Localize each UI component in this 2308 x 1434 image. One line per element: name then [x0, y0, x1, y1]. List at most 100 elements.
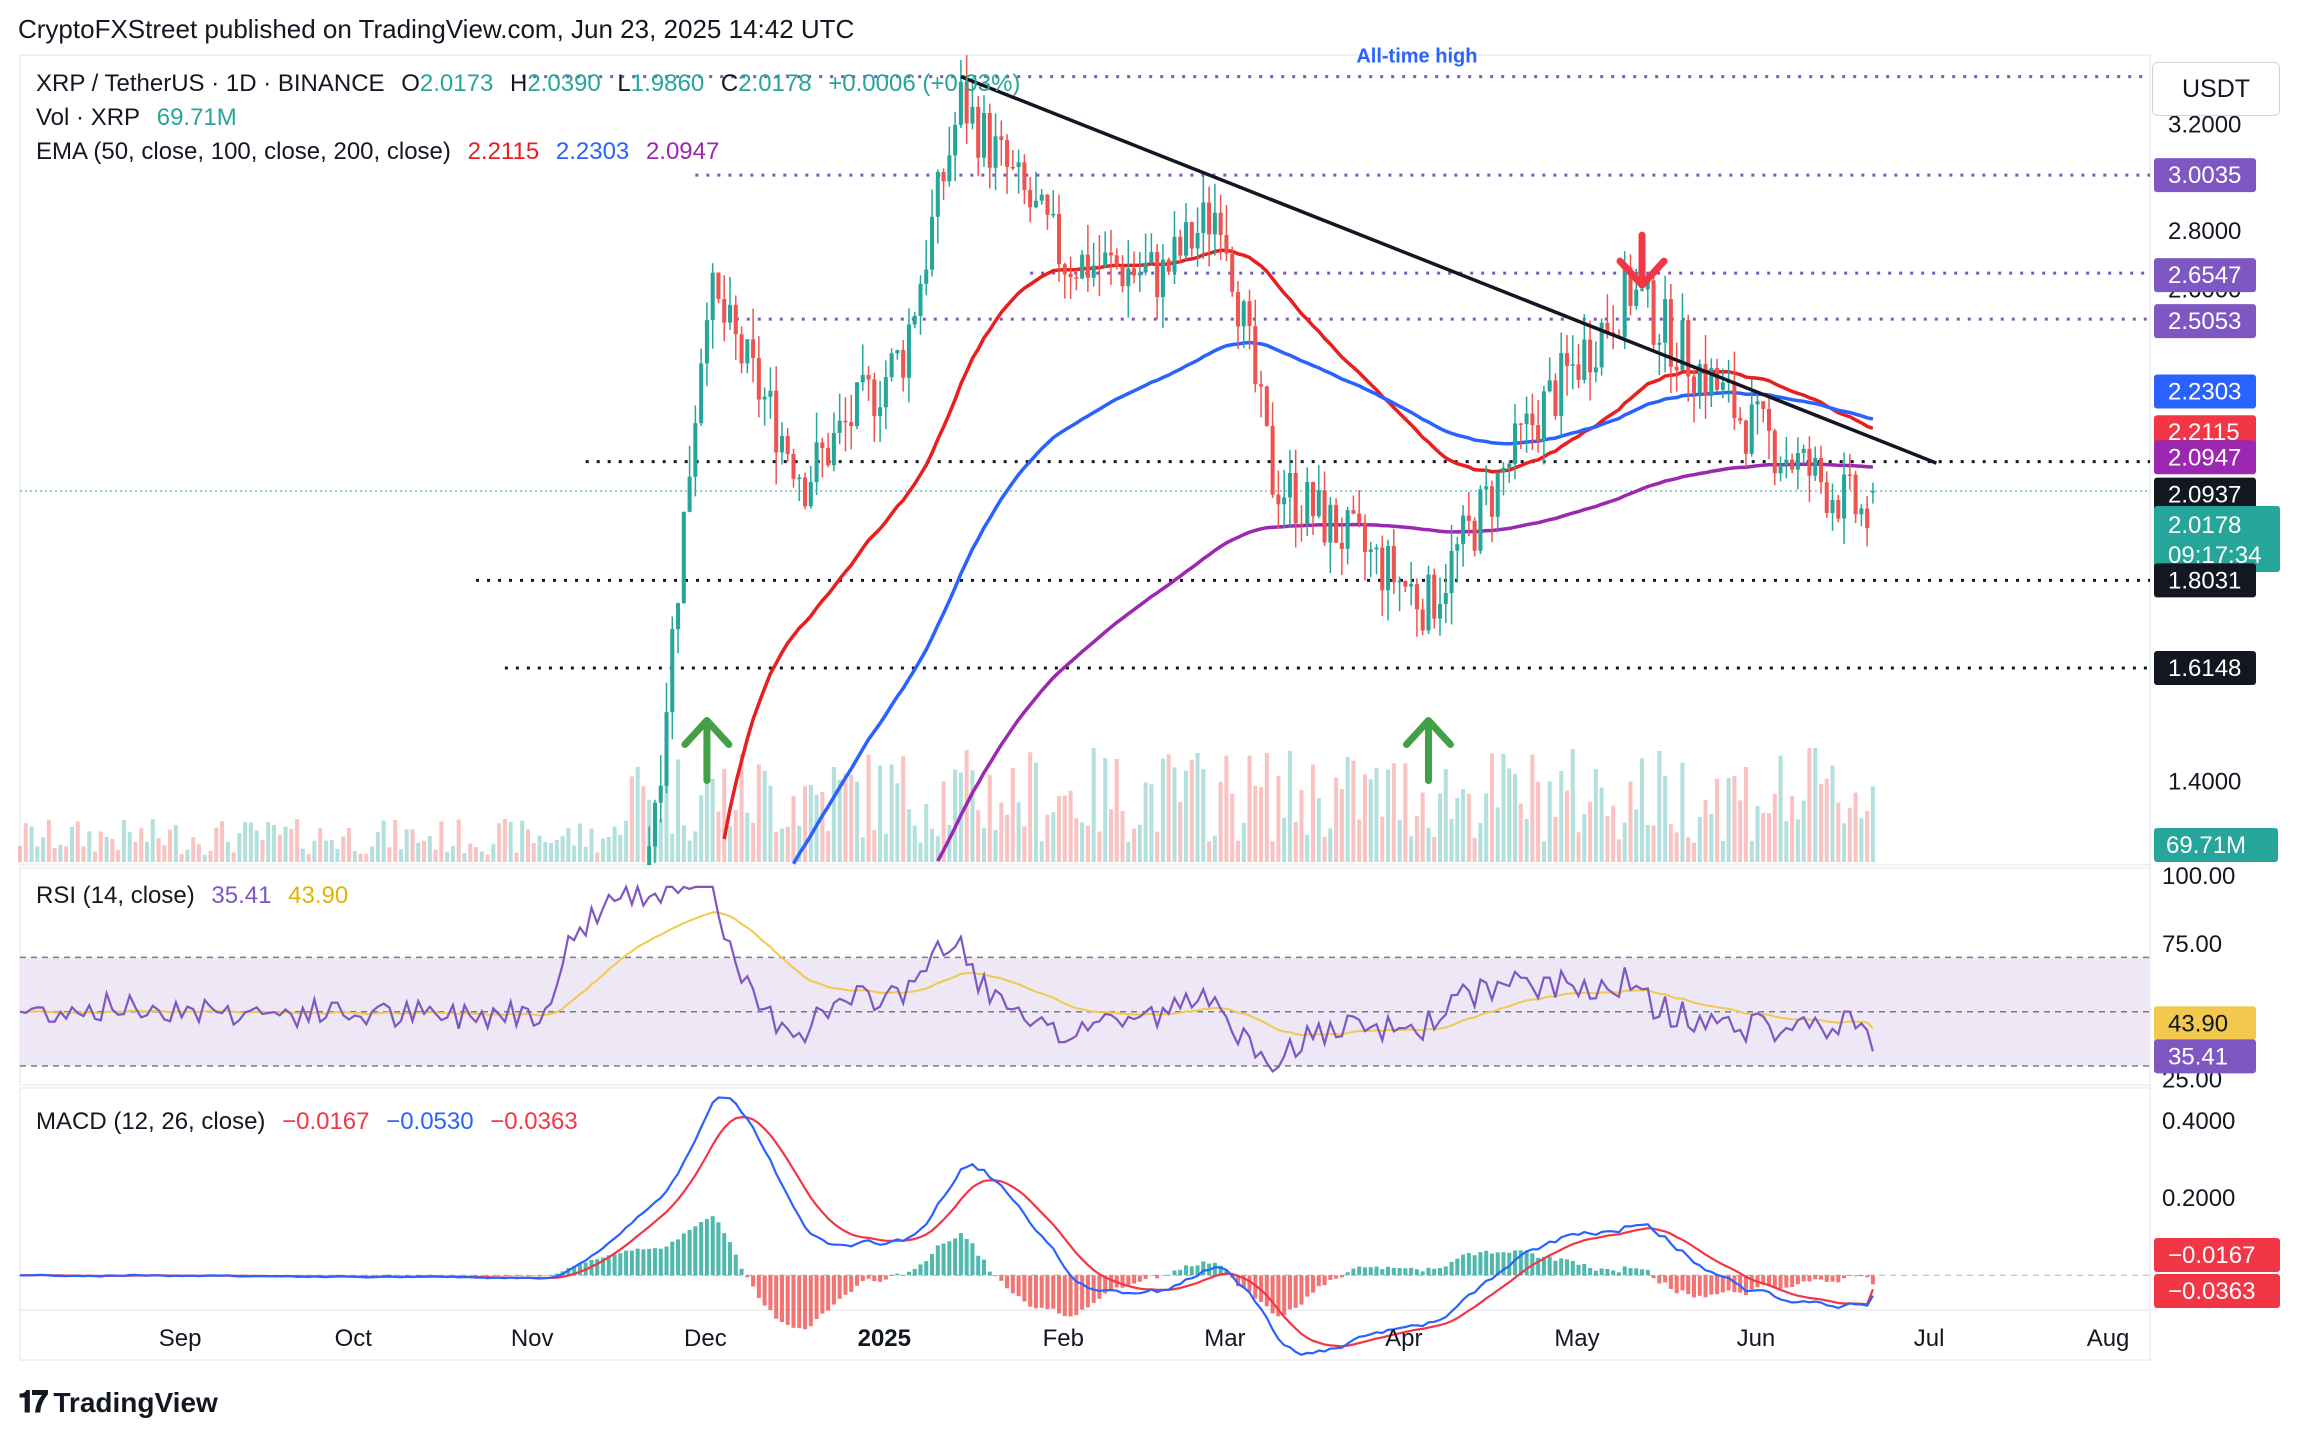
volume-bar [693, 831, 698, 862]
candle-body [779, 435, 784, 453]
macd-hist-bar [445, 1275, 450, 1276]
macd-hist-bar [1080, 1275, 1085, 1310]
volume-bar [635, 766, 640, 862]
macd-hist-bar [1807, 1275, 1812, 1282]
volume-bar [1790, 795, 1795, 862]
volume-bar [1709, 813, 1714, 862]
brand[interactable]: 𝟏𝟕 TradingView [18, 1386, 218, 1420]
level-2-0937-label-bg [2154, 477, 2256, 512]
candle-body [1767, 408, 1772, 431]
macd-hist-bar [1703, 1275, 1708, 1298]
candle-body [1720, 382, 1725, 390]
candle-body [1230, 253, 1235, 292]
macd-hist-bar [1126, 1275, 1131, 1286]
volume-bar [173, 824, 178, 862]
candle-body [1039, 194, 1044, 201]
macd-hist-bar [1472, 1255, 1477, 1276]
volume-bar [1847, 807, 1852, 862]
macd-hist-bar [508, 1275, 513, 1276]
arrow-up-icon [1402, 716, 1454, 784]
volume-bar [1611, 805, 1616, 862]
volume-bar [1564, 790, 1570, 862]
volume-bar [1691, 842, 1697, 862]
volume-bar [531, 843, 536, 862]
candle-body [745, 339, 750, 364]
volume-bar [1005, 814, 1010, 862]
macd-legend[interactable]: MACD (12, 26, close) −0.0167 −0.0530 −0.… [36, 1108, 588, 1136]
volume-bar [1541, 841, 1546, 862]
volume-bar [300, 848, 305, 862]
volume-bar [433, 849, 438, 862]
volume-bar [1732, 775, 1737, 862]
symbol-legend[interactable]: XRP / TetherUS · 1D · BINANCE O2.0173 H2… [36, 70, 1021, 97]
macd-hist-bar [751, 1275, 756, 1287]
volume-bar [271, 824, 277, 862]
volume-bar [1114, 758, 1119, 862]
candle-body [1743, 420, 1748, 454]
macd-hist-bar [1357, 1266, 1362, 1276]
candle-body [1795, 453, 1800, 470]
candle-body [1813, 457, 1818, 476]
macd-hist-bar [491, 1275, 496, 1276]
volume-legend[interactable]: Vol · XRP 69.71M [36, 104, 247, 132]
candle-body [1738, 418, 1743, 421]
volume-bar [225, 841, 230, 862]
volume-bar [1645, 825, 1650, 862]
currency-selector[interactable]: USDT [2152, 62, 2280, 116]
candle-body [1409, 584, 1414, 587]
volume-label: Vol · XRP [36, 104, 141, 131]
rsi-ma-tag: 43.90 [2168, 1010, 2228, 1037]
volume-bar [1120, 810, 1125, 862]
macd-hist-bar [664, 1246, 669, 1276]
macd-hist-bar [1374, 1266, 1379, 1276]
macd-hist-bar [774, 1275, 779, 1319]
volume-bar [439, 821, 444, 862]
level-3-0035-label-bg [2154, 158, 2256, 193]
candle-body [1495, 472, 1500, 517]
volume-bar [970, 770, 975, 862]
macd-hist-bar [687, 1229, 692, 1276]
ema-legend[interactable]: EMA (50, close, 100, close, 200, close) … [36, 138, 729, 166]
volume-bar [248, 822, 253, 862]
macd-hist-bar [1484, 1250, 1489, 1276]
volume-bars [17, 747, 1875, 862]
open-value: 2.0173 [419, 70, 494, 97]
volume-bar [191, 837, 196, 862]
macd-hist-bar [1299, 1275, 1304, 1305]
candle-body [1697, 364, 1702, 393]
volume-bar [1126, 842, 1131, 862]
macd-hist-bar [1559, 1258, 1564, 1276]
candle-body [1339, 542, 1344, 549]
macd-hist-bar [999, 1275, 1004, 1281]
volume-bar [422, 840, 427, 862]
volume-bar [1830, 765, 1835, 862]
macd-hist-bar [1518, 1250, 1523, 1276]
volume-bar [295, 819, 300, 862]
volume-bar [1518, 803, 1523, 862]
rsi-tag-bg [2154, 1039, 2256, 1074]
macd-hist-bar [439, 1275, 444, 1276]
volume-bar [1028, 752, 1033, 862]
volume-bar [572, 845, 577, 862]
macd-hist-bar [1697, 1275, 1702, 1296]
macd-hist-bar [1668, 1275, 1673, 1290]
candle-body [918, 283, 923, 316]
volume-bar [1143, 782, 1148, 862]
ath-label: All-time high [1356, 46, 1477, 68]
volume-bar [1443, 769, 1448, 862]
high-value: 2.0390 [527, 70, 601, 97]
volume-tag: 69.71M [2166, 832, 2246, 859]
volume-bar [1495, 807, 1500, 862]
volume-bar [1374, 768, 1379, 862]
macd-hist-bar [733, 1254, 738, 1276]
candle-body [1703, 364, 1708, 396]
volume-bar [1189, 759, 1194, 862]
rsi-legend[interactable]: RSI (14, close) 35.41 43.90 [36, 882, 358, 910]
ema200-label-bg [2154, 440, 2256, 475]
volume-bar [883, 833, 888, 862]
candle-body [1172, 236, 1177, 272]
macd-hist-bar [1640, 1269, 1645, 1276]
volume-bar [727, 825, 733, 862]
macd-hist-bar [1524, 1250, 1529, 1276]
